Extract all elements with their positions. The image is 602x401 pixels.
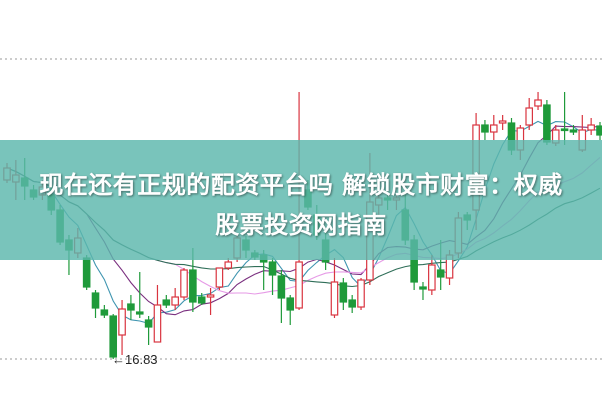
candle-body	[436, 269, 445, 278]
candle-body	[153, 304, 162, 343]
candle-body	[224, 261, 233, 269]
candle	[428, 255, 436, 295]
candle	[543, 100, 551, 145]
candle	[127, 295, 135, 320]
candle	[339, 278, 348, 310]
candle	[206, 288, 215, 315]
candle	[135, 272, 144, 318]
candle	[144, 316, 153, 345]
candle	[171, 288, 179, 310]
candle-body	[180, 269, 188, 298]
candle	[330, 258, 339, 318]
candle	[587, 118, 595, 135]
candle	[197, 293, 206, 305]
candle-body	[162, 299, 171, 306]
candle	[162, 295, 171, 308]
candle	[277, 270, 286, 323]
candle-body	[206, 294, 215, 298]
candle	[153, 285, 162, 343]
candle-body	[348, 299, 356, 308]
candle-body	[489, 124, 498, 133]
candle	[118, 300, 126, 355]
candle-body	[498, 120, 507, 124]
candle-body	[357, 279, 365, 308]
candle-body	[481, 124, 489, 133]
candle	[481, 120, 489, 140]
candle-body	[286, 297, 295, 311]
candle	[224, 258, 233, 270]
candle-body	[525, 107, 533, 126]
candle	[109, 314, 118, 359]
candle	[498, 115, 507, 130]
candle-body	[127, 303, 135, 311]
title-banner	[0, 140, 602, 260]
candle-body	[268, 261, 277, 276]
candle-body	[82, 257, 91, 288]
candle-body	[295, 261, 303, 309]
candle	[286, 295, 295, 325]
candle-body	[277, 275, 286, 299]
candle	[560, 92, 569, 145]
candle-body	[419, 286, 427, 290]
candle	[215, 267, 224, 290]
candle	[82, 255, 91, 290]
candle-body	[560, 128, 569, 132]
candle	[91, 290, 100, 318]
candle	[534, 92, 542, 110]
candle-body	[543, 104, 551, 143]
candle-body	[428, 264, 436, 291]
candle-body	[330, 281, 339, 316]
candle	[596, 122, 602, 140]
candle	[569, 125, 578, 135]
candle	[100, 305, 109, 318]
candle-body	[118, 308, 126, 336]
candle-body	[534, 99, 542, 107]
candle-body	[135, 311, 144, 315]
candle-body	[189, 269, 197, 303]
candle	[268, 258, 277, 295]
candle-body	[215, 267, 224, 288]
candle-body	[339, 282, 348, 303]
candle-body	[587, 124, 595, 131]
candle-body	[91, 292, 100, 309]
candle	[357, 278, 365, 310]
article-title-line-1: 现在还有正规的配资平台吗 解锁股市财富：权威	[39, 171, 563, 199]
candle-body	[569, 129, 578, 133]
candle	[525, 98, 533, 130]
candle-body	[100, 309, 109, 316]
article-title-line-2: 股票投资网指南	[215, 211, 387, 239]
candle-body	[596, 125, 602, 136]
candle	[419, 282, 427, 300]
low-price-annotation: ←16.83	[112, 352, 158, 367]
candle-body	[171, 296, 179, 306]
candle-body	[109, 315, 118, 358]
candle	[348, 295, 356, 313]
candle-body	[144, 319, 153, 328]
candle	[180, 268, 188, 300]
candle-body	[197, 296, 206, 304]
candle	[489, 115, 498, 140]
